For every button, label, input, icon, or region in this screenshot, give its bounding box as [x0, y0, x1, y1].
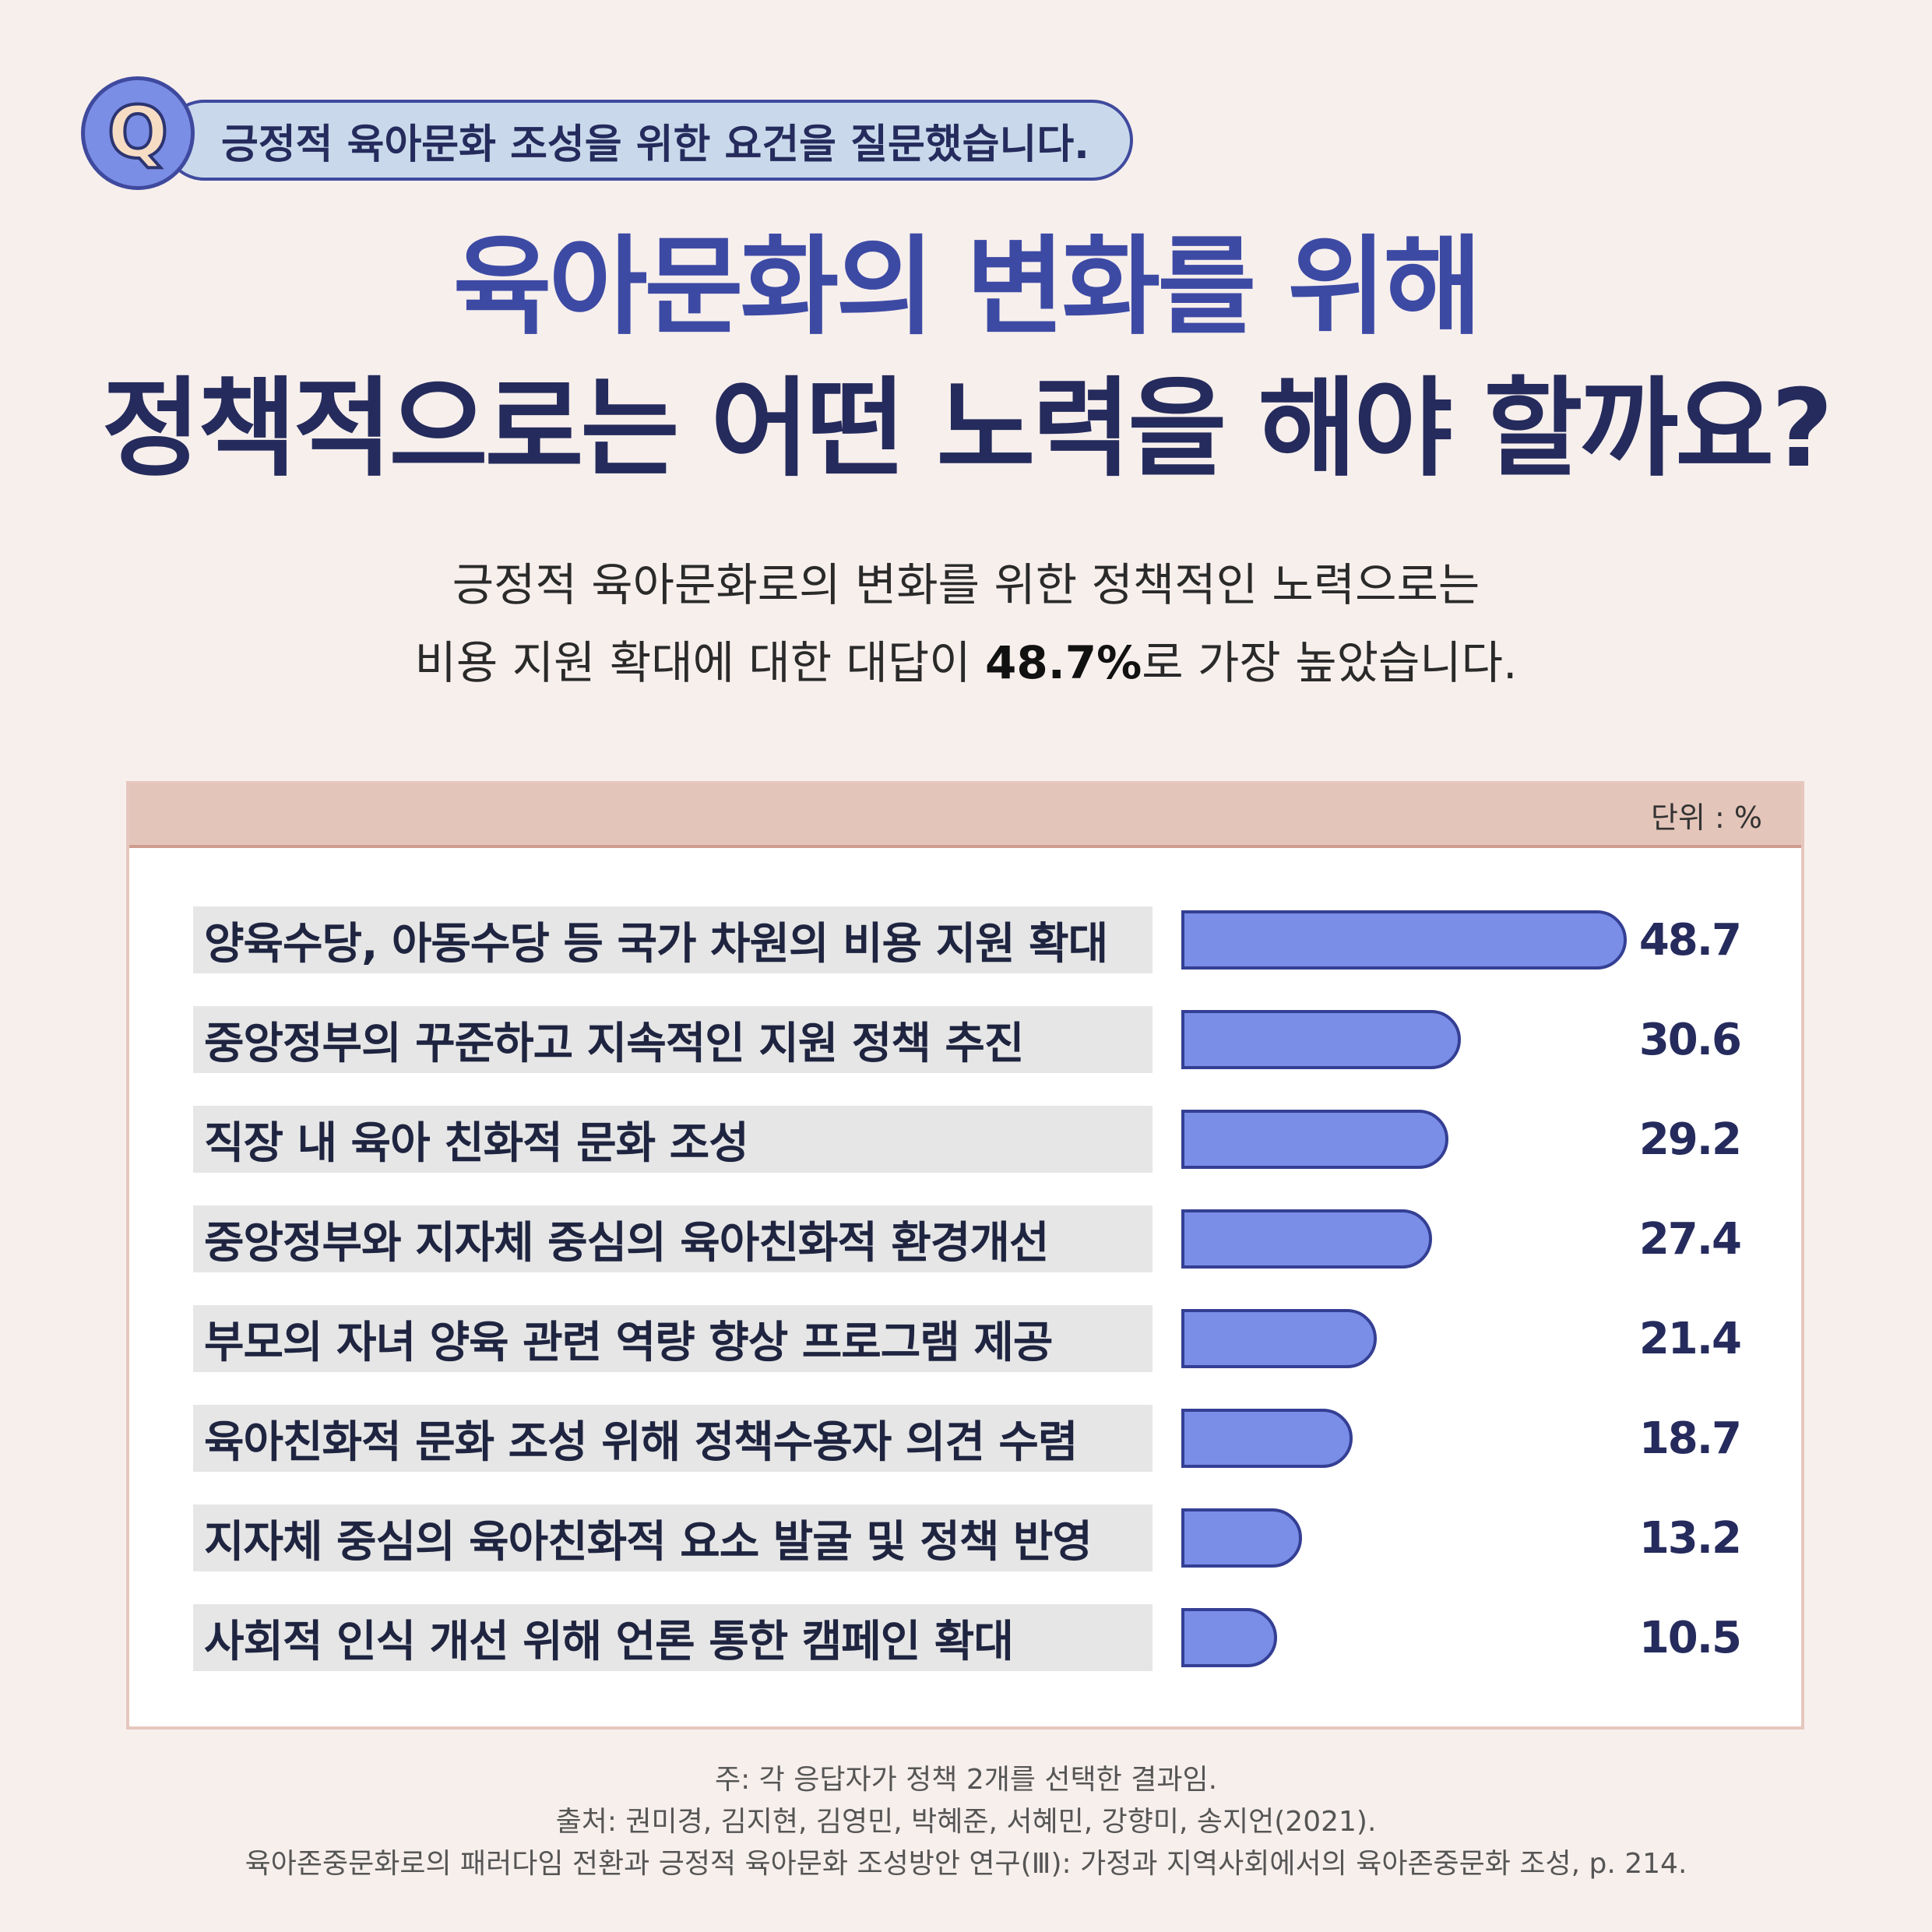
bar-category-label: 지자체 중심의 육아친화적 요소 발굴 및 정책 반영: [193, 1504, 1153, 1571]
chart-panel: 단위 : % 양육수당, 아동수당 등 국가 차원의 비용 지원 확대 48.7 중…: [126, 781, 1804, 1730]
bar-category-label: 중앙정부의 꾸준하고 지속적인 지원 정책 추진: [193, 1006, 1153, 1073]
subtitle-line-2: 비용 지원 확대에 대한 대답이 48.7%로 가장 높았습니다.: [0, 640, 1932, 685]
footnote-note: 주: 각 응답자가 정책 2개를 선택한 결과임.: [714, 1764, 1218, 1796]
bar-value-label: 48.7: [1638, 914, 1742, 966]
q-badge-icon: Q: [81, 76, 195, 190]
subtitle-highlight-value: 48.7%: [985, 636, 1142, 689]
question-banner: 긍정적 육아문화 조성을 위한 요건을 질문했습니다.: [164, 100, 1133, 181]
bar-category-label: 양육수당, 아동수당 등 국가 차원의 비용 지원 확대: [193, 906, 1153, 973]
bar-mark: [1181, 1010, 1461, 1069]
bar-category-label: 사회적 인식 개선 위해 언론 통한 캠페인 확대: [193, 1604, 1153, 1671]
bar-value-label: 27.4: [1638, 1213, 1742, 1265]
chart-panel-header: 단위 : %: [129, 784, 1801, 848]
bar-mark: [1181, 1608, 1277, 1667]
bar-mark: [1181, 1409, 1353, 1468]
bar-value-label: 30.6: [1638, 1014, 1742, 1065]
bar-mark: [1181, 1209, 1432, 1269]
bar-category-label: 육아친화적 문화 조성 위해 정책수용자 의견 수렴: [193, 1405, 1153, 1472]
bar-category-label: 중앙정부와 지자체 중심의 육아친화적 환경개선: [193, 1205, 1153, 1272]
q-badge-letter: Q: [106, 91, 170, 174]
footnote-source: 출처: 권미경, 김지현, 김영민, 박혜준, 서혜민, 강향미, 송지언(20…: [555, 1806, 1377, 1838]
footnote-reference: 육아존중문화로의 패러다임 전환과 긍정적 육아문화 조성방안 연구(Ⅲ): 가…: [245, 1848, 1687, 1880]
unit-label: 단위 : %: [1651, 800, 1762, 835]
bar-value-label: 18.7: [1638, 1413, 1742, 1464]
subtitle-line-1: 긍정적 육아문화로의 변화를 위한 정책적인 노력으로는: [452, 558, 1480, 611]
subtitle-line-2-after: 로 가장 높았습니다.: [1142, 636, 1518, 689]
question-text: 긍정적 육아문화 조성을 위한 요건을 질문했습니다.: [221, 121, 1089, 168]
bar-value-label: 21.4: [1638, 1313, 1742, 1364]
title-line-1: 육아문화의 변화를 위해: [452, 224, 1483, 350]
bar-category-label: 부모의 자녀 양육 관련 역량 향상 프로그램 제공: [193, 1305, 1153, 1372]
subtitle-line-2-before: 비용 지원 확대에 대한 대답이: [414, 636, 986, 689]
bar-mark: [1181, 1508, 1302, 1568]
bar-value-label: 13.2: [1638, 1512, 1742, 1564]
bar-value-label: 29.2: [1638, 1114, 1742, 1165]
bar-value-label: 10.5: [1638, 1612, 1742, 1663]
bar-mark: [1181, 910, 1627, 970]
bar-mark: [1181, 1309, 1377, 1368]
bar-category-label: 직장 내 육아 친화적 문화 조성: [193, 1106, 1153, 1173]
bar-mark: [1181, 1110, 1448, 1169]
title-line-2: 정책적으로는 어떤 노력을 해야 할까요?: [101, 366, 1834, 491]
